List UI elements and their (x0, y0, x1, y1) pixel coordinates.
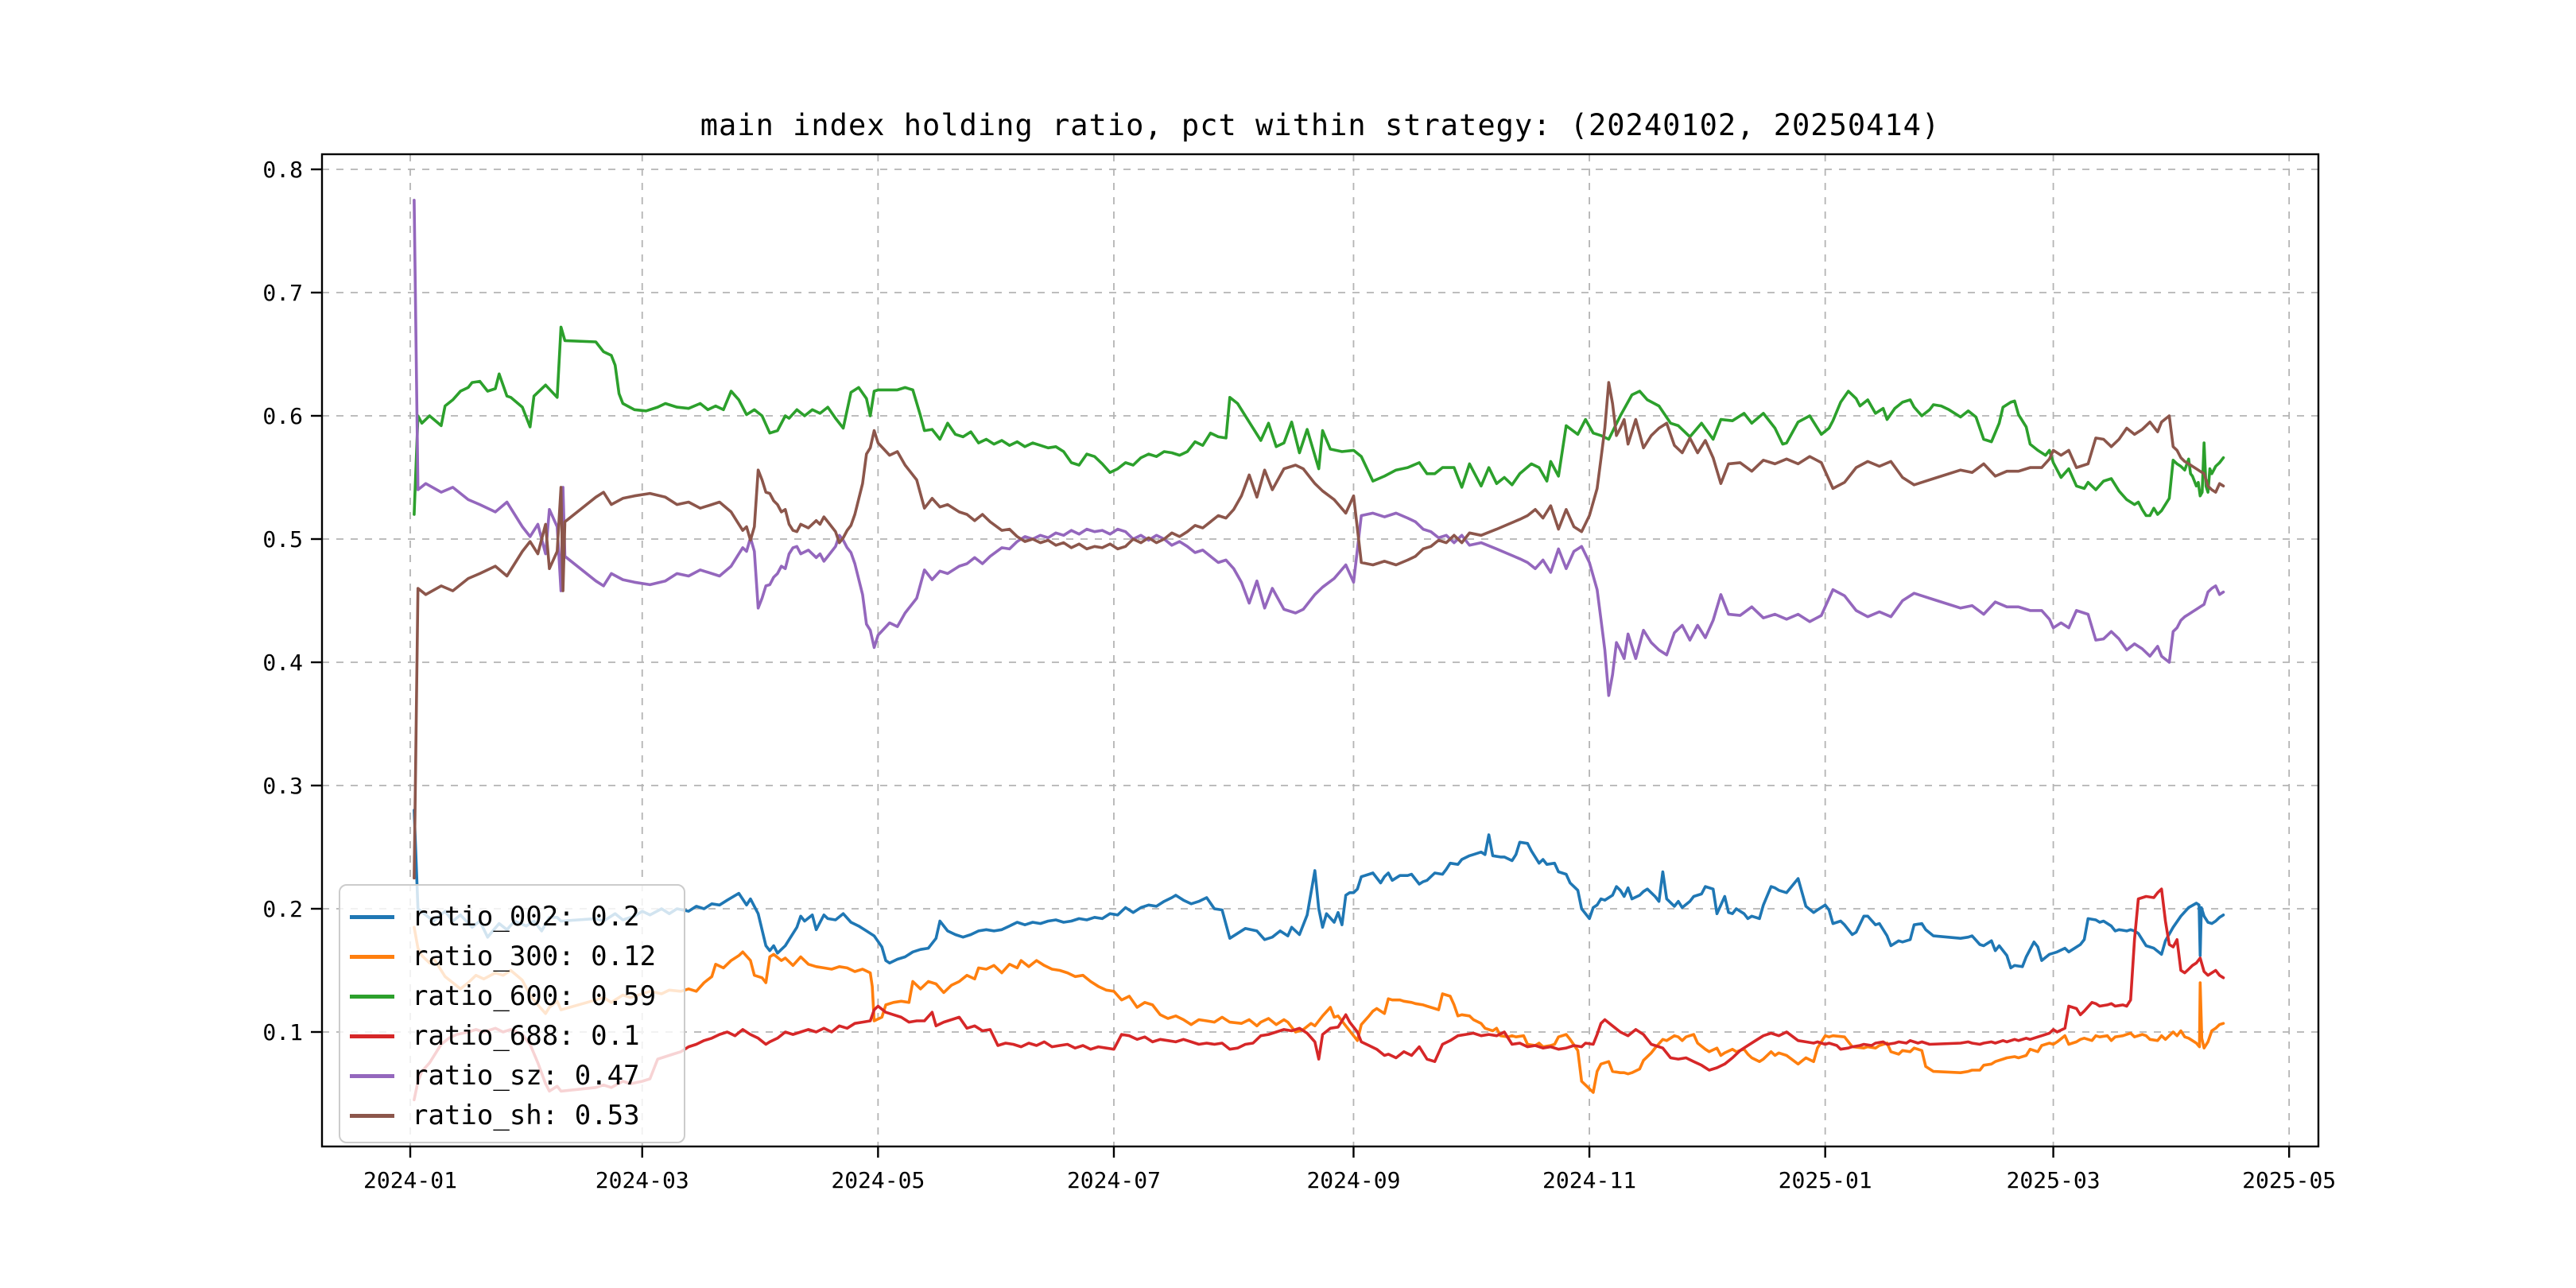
legend-line-swatch (350, 1073, 394, 1078)
tick-label-x: 2024-11 (1542, 1167, 1636, 1193)
series-ratio_002 (413, 809, 2225, 970)
tick-label-y: 0.4 (262, 650, 303, 676)
tick-label-x: 2024-03 (596, 1167, 689, 1193)
axes-spines (320, 153, 2320, 1148)
legend-item: ratio_sh: 0.53 (350, 1096, 684, 1135)
tick-label-x: 2024-05 (831, 1167, 925, 1193)
tick-label-y: 0.7 (262, 280, 303, 306)
legend-line-swatch (350, 1034, 394, 1038)
legend-item: ratio_sz: 0.47 (350, 1056, 684, 1096)
tick-label-x: 2024-07 (1067, 1167, 1161, 1193)
tick-label-y: 0.1 (262, 1019, 303, 1046)
legend-item: ratio_600: 0.59 (350, 976, 684, 1016)
legend-item: ratio_688: 0.1 (350, 1016, 684, 1056)
legend-label: ratio_688: 0.1 (412, 1020, 640, 1052)
tick-label-y: 0.5 (262, 526, 303, 553)
tick-label-x: 2025-05 (2242, 1167, 2336, 1193)
tick-label-x: 2025-01 (1779, 1167, 1872, 1193)
legend-label: ratio_300: 0.12 (412, 941, 657, 972)
chart-title: main index holding ratio, pct within str… (700, 108, 1941, 142)
tick-label-x: 2024-01 (363, 1167, 457, 1193)
legend-label: ratio_002: 0.2 (412, 901, 640, 933)
series-ratio_688 (413, 887, 2225, 1102)
tick-label-x: 2024-09 (1306, 1167, 1400, 1193)
legend-label: ratio_600: 0.59 (412, 980, 657, 1012)
series-ratio_sz (413, 199, 2225, 697)
legend-line-swatch (350, 954, 394, 959)
legend-label: ratio_sz: 0.47 (412, 1060, 640, 1092)
tick-label-x: 2025-03 (2007, 1167, 2101, 1193)
series-ratio_300 (413, 925, 2225, 1094)
tick-label-y: 0.6 (262, 403, 303, 429)
series-ratio_600 (413, 325, 2225, 518)
legend-item: ratio_002: 0.2 (350, 897, 684, 937)
tick-label-y: 0.2 (262, 896, 303, 922)
legend-item: ratio_300: 0.12 (350, 937, 684, 976)
legend-line-swatch (350, 914, 394, 919)
tick-label-y: 0.3 (262, 773, 303, 799)
legend-line-swatch (350, 1113, 394, 1118)
tick-label-y: 0.8 (262, 157, 303, 183)
legend-label: ratio_sh: 0.53 (412, 1100, 640, 1131)
legend-line-swatch (350, 994, 394, 999)
series-ratio_sh (413, 381, 2225, 880)
legend: ratio_002: 0.2 ratio_300: 0.12 ratio_600… (339, 884, 685, 1143)
